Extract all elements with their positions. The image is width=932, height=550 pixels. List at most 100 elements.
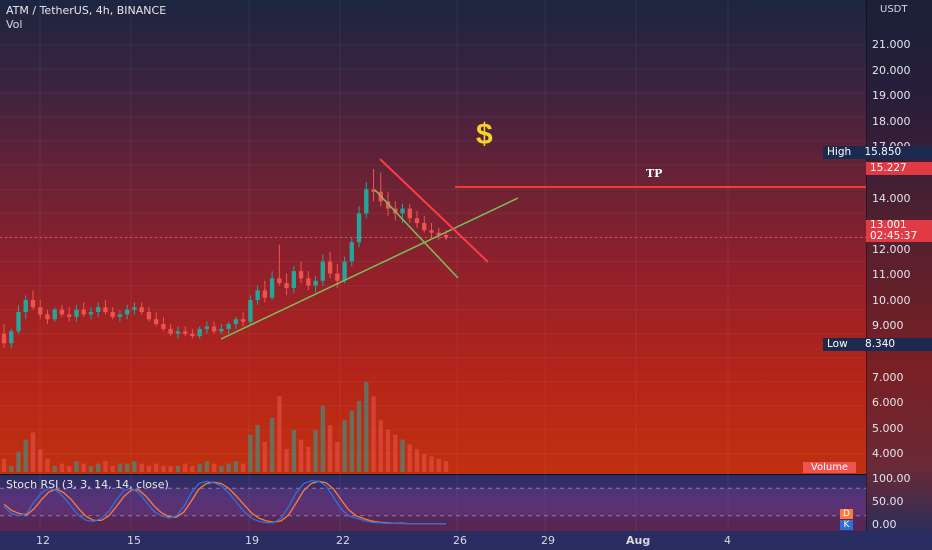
candle-body — [23, 300, 28, 313]
candle-body — [335, 273, 340, 281]
rsi-tick: 0.00 — [872, 518, 897, 531]
time-tick: 15 — [127, 534, 141, 547]
stoch-rsi-indicator-label[interactable]: Stoch RSI (3, 3, 14, 14, close) — [6, 478, 169, 491]
volume-bar — [436, 458, 441, 472]
candle-body — [161, 324, 166, 329]
price-tick: 12.000 — [872, 243, 911, 256]
lower-channel-trendline — [374, 189, 459, 279]
rsi-band — [0, 488, 866, 516]
candle-body — [240, 319, 246, 322]
price-tick: 4.000 — [872, 447, 904, 460]
time-tick: 29 — [541, 534, 555, 547]
volume-bar — [117, 463, 123, 472]
candle-body — [197, 328, 202, 337]
volume-bar — [342, 420, 347, 472]
candle-body — [59, 309, 65, 315]
stoch-k-line — [3, 480, 446, 525]
candle-body — [139, 307, 144, 313]
symbol-title[interactable]: ATM / TetherUS, 4h, BINANCE — [6, 4, 167, 17]
volume-indicator-label[interactable]: Vol — [6, 18, 23, 31]
candle-body — [168, 328, 173, 334]
candle-body — [45, 314, 50, 320]
candle-body — [356, 213, 362, 243]
volume-bar — [335, 441, 340, 472]
k-line-marker: K — [840, 520, 853, 530]
volume-bar — [422, 454, 427, 472]
volume-bar — [240, 463, 246, 472]
candle-body — [262, 290, 268, 298]
volume-bar — [139, 463, 144, 472]
high-marker: High 15.850 — [823, 146, 932, 159]
candle-body — [414, 218, 420, 224]
volume-bar — [269, 417, 275, 472]
high-value: 15.850 — [864, 146, 902, 158]
candle-body — [248, 300, 253, 322]
candle-body — [313, 280, 318, 286]
high-label: High — [827, 146, 852, 158]
price-tick: 7.000 — [872, 371, 904, 384]
volume-bar — [1, 458, 7, 472]
candle-body — [96, 307, 101, 313]
volume-bar — [327, 425, 333, 472]
price-axis[interactable] — [866, 0, 932, 531]
volume-bar — [146, 466, 152, 472]
axis-divider — [866, 0, 867, 531]
candle-body — [81, 309, 86, 315]
volume-bar — [226, 463, 231, 472]
volume-bar — [52, 466, 57, 472]
volume-bar — [291, 429, 297, 472]
candle-body — [429, 230, 434, 233]
candle-body — [175, 331, 181, 334]
stoch-rsi-pane[interactable] — [0, 475, 866, 531]
candle-body — [190, 333, 195, 337]
price-tick: 14.000 — [872, 192, 911, 205]
candle-body — [255, 290, 260, 301]
candle-body — [422, 223, 427, 231]
volume-bar — [30, 432, 36, 472]
current-price: 13.001 — [870, 219, 907, 231]
volume-bar — [211, 463, 217, 472]
volume-bar — [16, 451, 21, 472]
d-line-marker: D — [840, 509, 853, 519]
volume-bar — [407, 444, 412, 472]
time-axis[interactable] — [0, 531, 932, 550]
candle-body — [117, 314, 123, 317]
pane-divider[interactable] — [0, 474, 866, 475]
tp-price-badge: 15.227 — [866, 162, 932, 175]
candle-body — [291, 271, 297, 288]
volume-bar — [349, 410, 354, 472]
tp-annotation[interactable]: TP — [646, 167, 663, 180]
volume-bar — [443, 461, 449, 472]
rsi-tick: 50.00 — [872, 495, 904, 508]
volume-bar — [132, 461, 137, 472]
candle-body — [400, 208, 405, 214]
volume-bar — [161, 466, 166, 472]
dollar-annotation[interactable]: $ — [476, 118, 493, 151]
candle-body — [219, 328, 224, 332]
upper-channel-trendline — [379, 158, 489, 263]
candle-body — [371, 189, 376, 192]
volume-bar — [153, 463, 159, 472]
volume-bar — [103, 461, 108, 472]
candle-body — [233, 319, 239, 325]
price-tick: 11.000 — [872, 268, 911, 281]
volume-bar — [277, 396, 282, 472]
candle-body — [407, 208, 412, 219]
volume-bar — [59, 463, 65, 472]
volume-bar — [400, 439, 405, 472]
volume-bar — [96, 463, 101, 472]
candle-body — [349, 242, 354, 262]
low-label: Low — [827, 338, 848, 350]
candle-body — [306, 278, 311, 286]
volume-bar — [248, 434, 253, 472]
volume-tag: Volume — [803, 462, 856, 473]
volume-bar — [110, 466, 115, 472]
volume-bar — [378, 420, 383, 472]
price-tick: 20.000 — [872, 64, 911, 77]
time-tick: 4 — [724, 534, 731, 547]
stoch-d-line — [3, 480, 446, 525]
volume-bar — [320, 405, 325, 472]
candle-body — [436, 232, 441, 236]
